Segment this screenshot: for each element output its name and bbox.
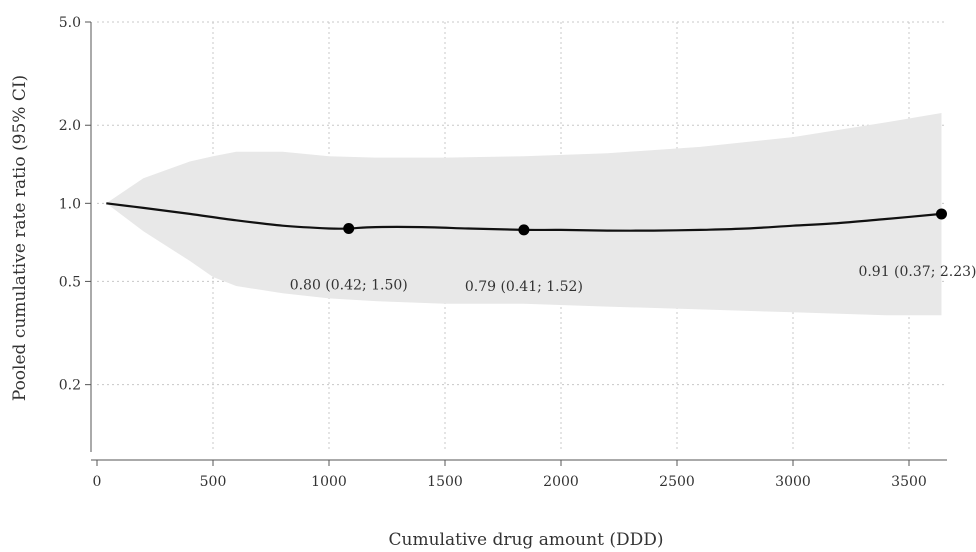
x-tick-label: 0 (93, 474, 102, 490)
x-tick-label: 2000 (543, 474, 579, 490)
x-tick-label: 2500 (659, 474, 695, 490)
x-tick-label: 1500 (427, 474, 463, 490)
y-tick-label: 2.0 (59, 118, 81, 134)
axes-layer (85, 21, 947, 466)
points-layer (343, 208, 947, 236)
y-tick-label: 1.0 (59, 196, 81, 212)
x-tick-label: 3000 (775, 474, 811, 490)
annotation-layer: 0.80 (0.42; 1.50) 0.79 (0.41; 1.52) 0.91 (… (290, 264, 976, 295)
tick-label-layer: 0 500 1000 1500 2000 2500 3000 3500 0.2 0.5 1.0 2.0… (59, 15, 927, 490)
x-tick-label: 3500 (891, 474, 927, 490)
data-point (935, 208, 947, 220)
y-axis-title: Pooled cumulative rate ratio (95% CI) (10, 75, 30, 401)
point-annotation: 0.79 (0.41; 1.52) (465, 279, 583, 295)
confidence-band (106, 113, 942, 316)
y-tick-label: 0.2 (59, 378, 81, 394)
y-tick-label: 0.5 (59, 274, 81, 290)
data-point (518, 224, 530, 236)
y-tick-label: 5.0 (59, 15, 81, 31)
point-annotation: 0.91 (0.37; 2.23) (858, 264, 976, 280)
x-tick-label: 1000 (311, 474, 347, 490)
x-tick-label: 500 (200, 474, 227, 490)
x-axis-title: Cumulative drug amount (DDD) (389, 530, 664, 550)
rate-ratio-line (106, 202, 942, 232)
point-annotation: 0.80 (0.42; 1.50) (290, 277, 408, 293)
data-point (343, 222, 355, 234)
